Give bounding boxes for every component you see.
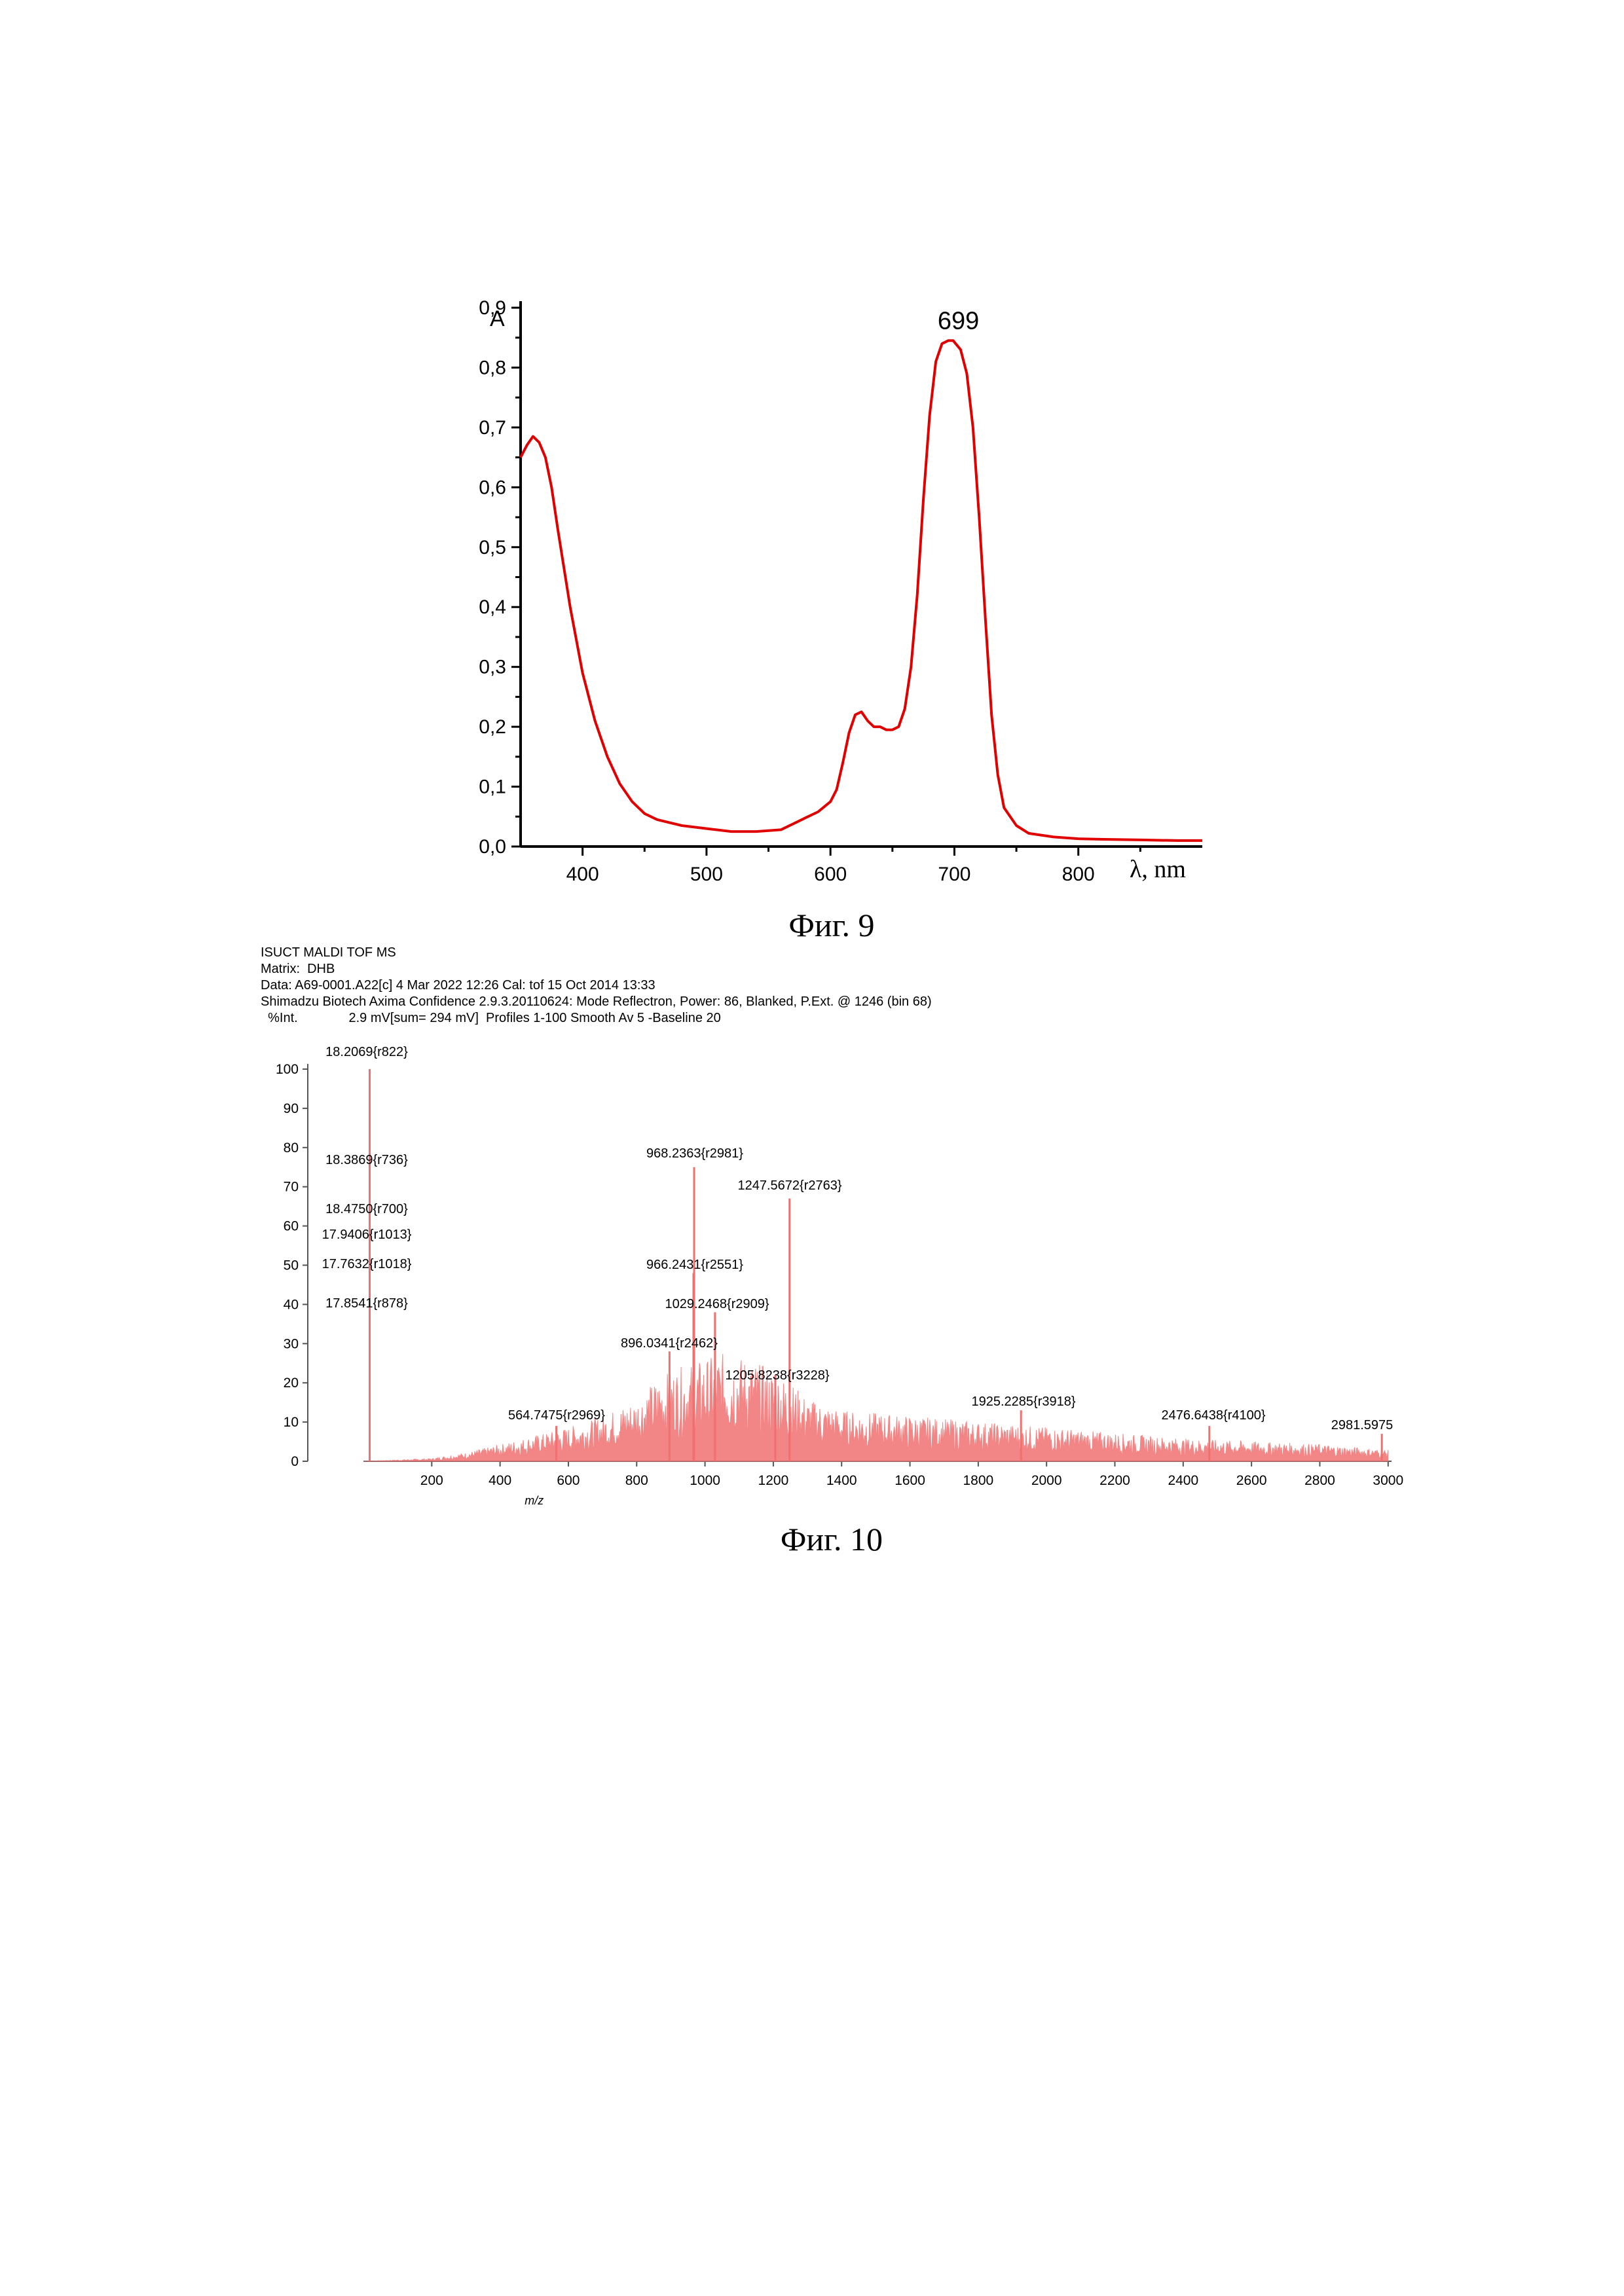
ms-x-axis-label: m/z bbox=[525, 1494, 544, 1507]
ms-x-tick-label: 400 bbox=[489, 1473, 511, 1488]
uv-y-tick-label: 0,8 bbox=[479, 357, 506, 378]
ms-x-tick-label: 800 bbox=[625, 1473, 648, 1488]
ms-y-tick-label: 30 bbox=[284, 1336, 299, 1351]
ms-peak-label: 17.8541{r878} bbox=[325, 1296, 408, 1311]
uv-y-tick-label: 0,6 bbox=[479, 477, 506, 498]
ms-peak-label: 966.2431{r2551} bbox=[646, 1258, 743, 1272]
uv-x-tick-label: 600 bbox=[814, 864, 847, 885]
uv-y-tick-label: 0,3 bbox=[479, 657, 506, 678]
uv-y-tick-label: 0,2 bbox=[479, 716, 506, 738]
ms-peak-label: 18.3869{r736} bbox=[325, 1153, 408, 1167]
uv-y-tick-label: 0,7 bbox=[479, 417, 506, 439]
uv-y-tick-label: 0,4 bbox=[479, 596, 506, 618]
uv-peak-label: 699 bbox=[938, 308, 979, 335]
ms-peak-label: 1205.8238{r3228} bbox=[725, 1368, 829, 1383]
ms-y-tick-label: 100 bbox=[276, 1062, 299, 1077]
uv-y-tick-label: 0,0 bbox=[479, 836, 506, 858]
ms-peak-label: 1925.2285{r3918} bbox=[971, 1394, 1075, 1409]
ms-header-line-3: Data: A69-0001.A22[c] 4 Mar 2022 12:26 C… bbox=[261, 977, 655, 993]
ms-y-tick-label: 40 bbox=[284, 1297, 299, 1312]
ms-peak-label: 17.7632{r1018} bbox=[322, 1257, 412, 1271]
ms-x-tick-label: 2600 bbox=[1236, 1473, 1267, 1488]
ms-peak-label: 1247.5672{r2763} bbox=[737, 1178, 841, 1193]
ms-x-tick-label: 1400 bbox=[826, 1473, 857, 1488]
ms-header-line-2: Matrix: DHB bbox=[261, 961, 335, 977]
ms-y-tick-label: 50 bbox=[284, 1258, 299, 1273]
ms-header-line-4: Shimadzu Biotech Axima Confidence 2.9.3.… bbox=[261, 994, 932, 1010]
ms-y-tick-label: 0 bbox=[291, 1454, 299, 1469]
ms-x-tick-label: 3000 bbox=[1373, 1473, 1403, 1488]
ms-peak-label: 1029.2468{r2909} bbox=[665, 1297, 769, 1311]
ms-x-tick-label: 1600 bbox=[895, 1473, 925, 1488]
uv-x-tick-label: 500 bbox=[690, 864, 723, 885]
uv-y-axis-label: A bbox=[490, 306, 505, 331]
ms-x-tick-label: 2000 bbox=[1031, 1473, 1062, 1488]
ms-y-tick-label: 70 bbox=[284, 1180, 299, 1195]
ms-y-tick-label: 60 bbox=[284, 1219, 299, 1234]
uv-x-axis-label: λ, nm bbox=[1130, 856, 1186, 883]
ms-peak-label: 18.2069{r822} bbox=[325, 1045, 408, 1059]
figure-9-caption: Фиг. 9 bbox=[788, 907, 874, 943]
ms-x-tick-label: 1200 bbox=[758, 1473, 789, 1488]
ms-peak-label: 896.0341{r2462} bbox=[621, 1336, 718, 1351]
ms-header-line-1: ISUCT MALDI TOF MS bbox=[261, 945, 396, 960]
ms-x-tick-label: 200 bbox=[420, 1473, 443, 1488]
ms-x-tick-label: 2400 bbox=[1168, 1473, 1198, 1488]
ms-x-tick-label: 2200 bbox=[1099, 1473, 1130, 1488]
ms-peak-label: 2476.6438{r4100} bbox=[1161, 1408, 1265, 1423]
ms-peak-label: 2981.5975 bbox=[1331, 1418, 1393, 1432]
uv-x-tick-label: 400 bbox=[566, 864, 599, 885]
ms-y-tick-label: 90 bbox=[284, 1101, 299, 1116]
ms-y-tick-label: 20 bbox=[284, 1376, 299, 1391]
ms-peak-label: 18.4750{r700} bbox=[325, 1202, 408, 1216]
uv-y-tick-label: 0,5 bbox=[479, 537, 506, 558]
uv-y-tick-label: 0,1 bbox=[479, 776, 506, 798]
ms-x-tick-label: 1800 bbox=[963, 1473, 994, 1488]
ms-peak-label: 968.2363{r2981} bbox=[646, 1146, 743, 1161]
uv-x-tick-label: 800 bbox=[1062, 864, 1095, 885]
ms-y-tick-label: 80 bbox=[284, 1140, 299, 1156]
ms-x-tick-label: 2800 bbox=[1304, 1473, 1335, 1488]
ms-header-line-5: %Int. 2.9 mV[sum= 294 mV] Profiles 1-100… bbox=[261, 1010, 721, 1026]
figure-10-caption: Фиг. 10 bbox=[781, 1521, 883, 1558]
uv-x-tick-label: 700 bbox=[938, 864, 970, 885]
uv-absorbance-line bbox=[521, 340, 1202, 841]
ms-x-tick-label: 600 bbox=[557, 1473, 580, 1488]
ms-peak-label: 17.9406{r1013} bbox=[322, 1228, 412, 1242]
ms-x-tick-label: 1000 bbox=[690, 1473, 720, 1488]
ms-y-tick-label: 10 bbox=[284, 1415, 299, 1430]
ms-peak-label: 564.7475{r2969} bbox=[508, 1408, 605, 1423]
